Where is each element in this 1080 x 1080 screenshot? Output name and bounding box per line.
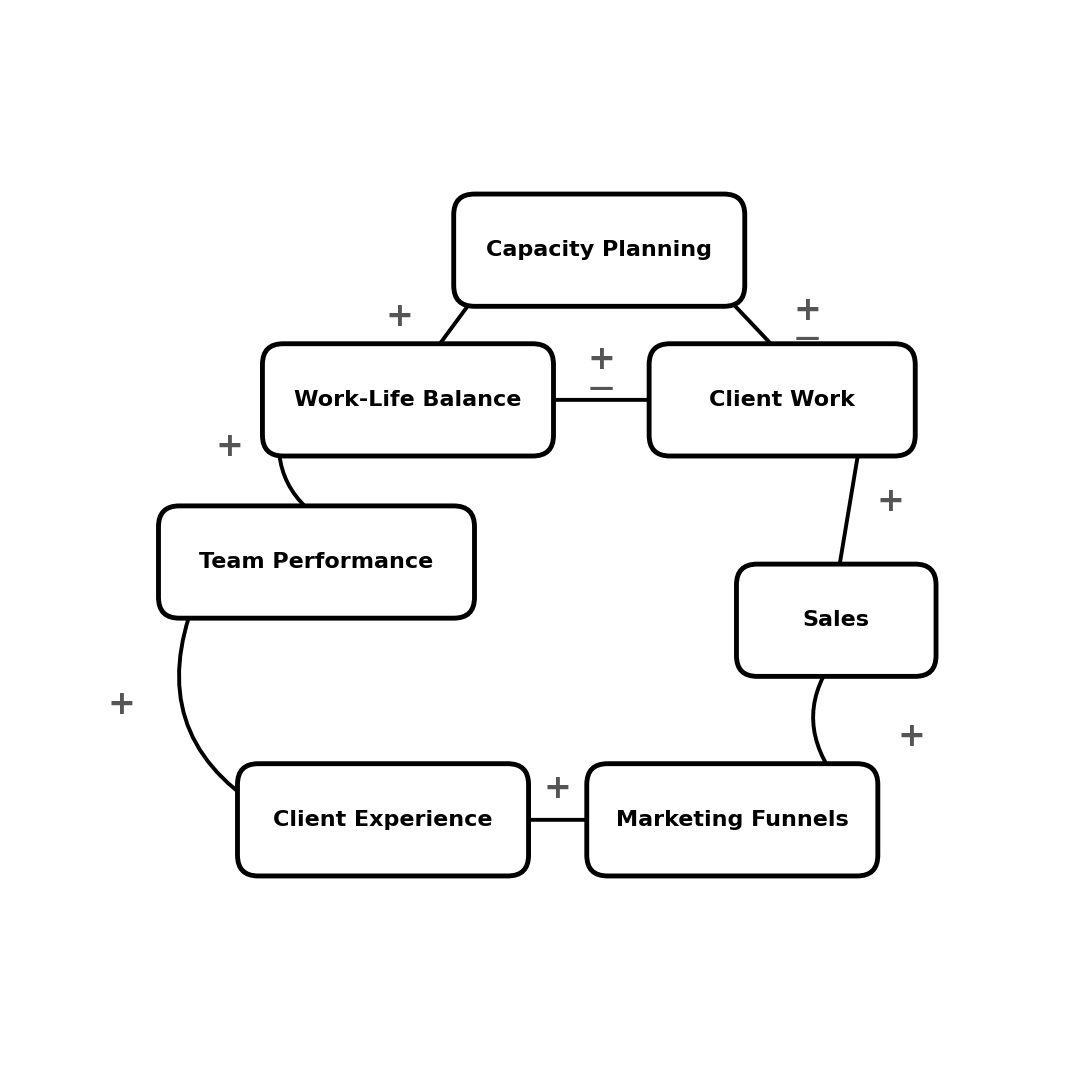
- Text: Sales: Sales: [802, 610, 869, 631]
- Text: +: +: [897, 720, 926, 753]
- Text: —: —: [589, 376, 613, 401]
- Text: Client Experience: Client Experience: [273, 810, 492, 829]
- FancyBboxPatch shape: [737, 564, 936, 676]
- FancyBboxPatch shape: [262, 343, 554, 456]
- FancyBboxPatch shape: [238, 764, 528, 876]
- Text: Team Performance: Team Performance: [200, 552, 433, 572]
- Text: +: +: [793, 294, 821, 326]
- Text: +: +: [876, 485, 904, 518]
- Text: Capacity Planning: Capacity Planning: [486, 240, 712, 260]
- FancyBboxPatch shape: [586, 764, 878, 876]
- Text: +: +: [588, 343, 616, 377]
- FancyBboxPatch shape: [649, 343, 915, 456]
- FancyBboxPatch shape: [159, 505, 474, 618]
- Text: Marketing Funnels: Marketing Funnels: [616, 810, 849, 829]
- Text: +: +: [215, 430, 243, 463]
- Text: —: —: [795, 326, 820, 350]
- Text: Work-Life Balance: Work-Life Balance: [294, 390, 522, 410]
- Text: +: +: [543, 772, 571, 805]
- FancyBboxPatch shape: [454, 194, 745, 307]
- Text: +: +: [107, 688, 135, 721]
- Text: Client Work: Client Work: [710, 390, 855, 410]
- Text: +: +: [386, 300, 414, 334]
